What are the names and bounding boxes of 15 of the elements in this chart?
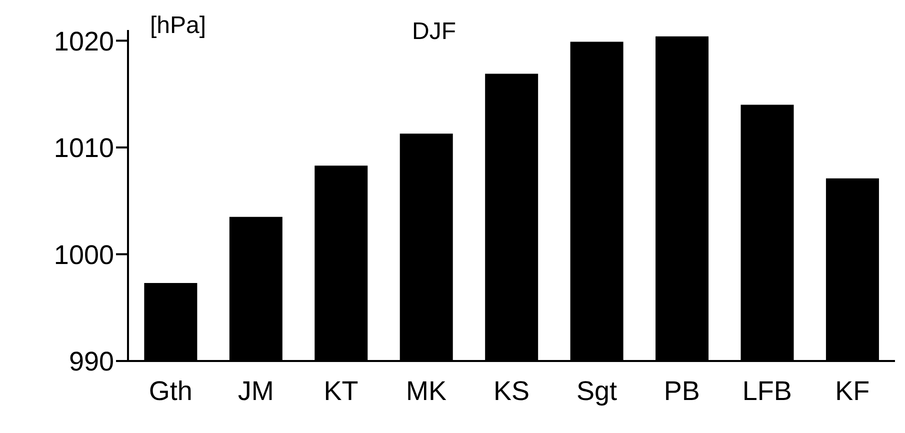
y-tick-label: 1020 <box>54 26 114 56</box>
x-tick-label: MK <box>406 376 447 406</box>
y-tick-label: 1010 <box>54 133 114 164</box>
y-tick-label: 990 <box>68 346 114 377</box>
x-tick-label: Gth <box>148 376 192 406</box>
x-tick-label: PB <box>664 376 700 406</box>
y-tick-label: 1000 <box>54 240 114 270</box>
x-tick-label: JM <box>238 376 274 406</box>
x-tick-label: LFB <box>742 376 792 406</box>
x-tick-label: KS <box>493 376 530 406</box>
x-tick-label: KF <box>835 376 870 406</box>
x-tick-label: Sgt <box>576 376 618 406</box>
y-axis-title: [hPa] <box>150 12 206 40</box>
chart-title: DJF <box>412 18 456 46</box>
x-tick-label: KT <box>324 376 358 406</box>
